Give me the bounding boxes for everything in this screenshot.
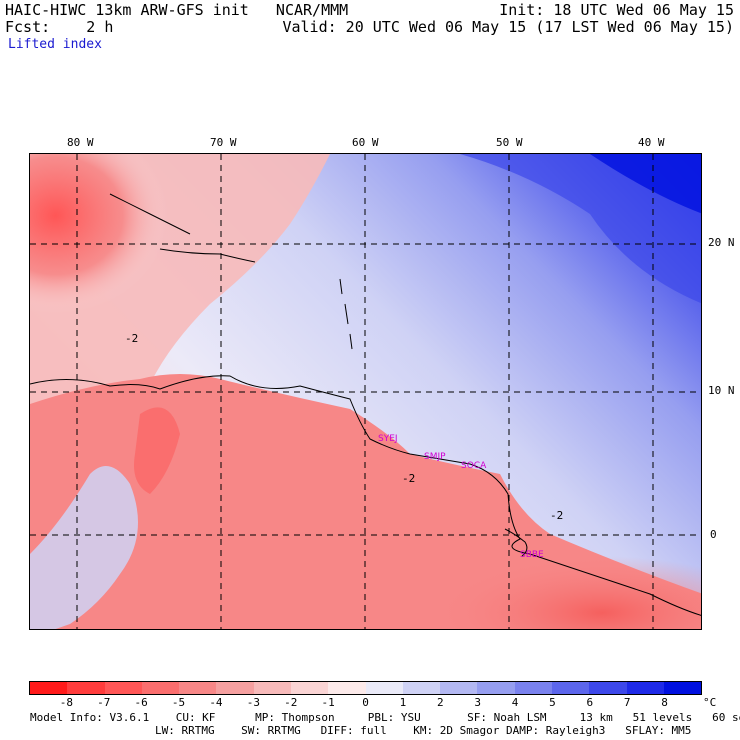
colorbar-swatch (626, 682, 664, 694)
model-info-line2: LW: RRTMG SW: RRTMG DIFF: full KM: 2D Sm… (155, 724, 692, 737)
lifted-index-map: -2 -2 -2 SYEJ SMJP SOCA SBBE (29, 153, 702, 630)
model-info-line1: Model Info: V3.6.1 CU: KF MP: Thompson P… (30, 711, 740, 724)
lon-label-60w: 60 W (352, 136, 379, 149)
colorbar-tick-label: 2 (436, 696, 444, 709)
lon-label-40w: 40 W (638, 136, 665, 149)
field-name: Lifted index (8, 37, 102, 52)
andes-unstable-cell (134, 407, 180, 494)
colorbar-swatch (290, 682, 329, 694)
colorbar-swatch (179, 682, 217, 694)
colorbar-swatch (663, 682, 702, 694)
colorbar-swatch (253, 682, 291, 694)
colorbar-tick-label: -3 (246, 696, 260, 709)
colorbar-swatch (440, 682, 478, 694)
colorbar-swatch (477, 682, 515, 694)
colorbar-tick-label: 8 (661, 696, 668, 709)
colorbar-tick-label: -6 (134, 696, 148, 709)
model-title: HAIC-HIWC 13km ARW-GFS init NCAR/MMM (5, 1, 349, 19)
colorbar-swatch (328, 682, 366, 694)
colorbar-labels: -8 -7 -6 -5 -4 -3 -2 -1 0 1 2 3 4 5 6 7 8 (0, 696, 740, 710)
colorbar-tick-label: -5 (171, 696, 186, 709)
colorbar-tick-label: 7 (623, 696, 631, 709)
station-label: SMJP (424, 452, 446, 462)
colorbar-swatch (514, 682, 552, 694)
colorbar-swatch (141, 682, 180, 694)
strong-stable-region (590, 154, 701, 214)
graticule (30, 154, 701, 629)
lat-label-20n: 20 N (708, 236, 735, 249)
colorbar-tick-label: -1 (321, 696, 335, 709)
colorbar-swatch (589, 682, 627, 694)
valid-time: Valid: 20 UTC Wed 06 May 15 (17 LST Wed … (282, 18, 734, 36)
forecast-hour: Fcst: 2 h (5, 18, 114, 36)
lon-label-70w: 70 W (210, 136, 237, 149)
colorbar-swatch (216, 682, 254, 694)
colorbar-swatch (67, 682, 105, 694)
init-time: Init: 18 UTC Wed 06 May 15 (499, 1, 734, 19)
colorbar-swatch (402, 682, 441, 694)
lat-label-10n: 10 N (708, 384, 735, 397)
andes-stable-strip (30, 466, 138, 629)
colorbar-swatch (30, 682, 68, 694)
colorbar-tick-label: 4 (511, 696, 519, 709)
colorbar-swatch (551, 682, 590, 694)
colorbar-tick-label: 0 (362, 696, 369, 709)
map-canvas (30, 154, 701, 629)
colorbar-tick-label: 5 (549, 696, 556, 709)
contour-label: -2 (550, 509, 564, 522)
colorbar-tick-label: -4 (209, 696, 223, 709)
station-label: SOCA (461, 461, 487, 471)
coastlines (30, 193, 701, 616)
contour-label: -2 (125, 332, 139, 345)
colorbar-tick-label: 1 (399, 696, 407, 709)
lat-label-equator: 0 (710, 528, 717, 541)
colorbar-tick-label: -2 (284, 696, 298, 709)
deep-blue-region (460, 154, 701, 304)
station-label: SBBE (520, 550, 544, 560)
colorbar-tick-label: 3 (474, 696, 481, 709)
colorbar-swatch (365, 682, 403, 694)
colorbar-tick-label: 6 (586, 696, 594, 709)
lon-label-80w: 80 W (67, 136, 94, 149)
station-label: SYEJ (378, 434, 398, 444)
colorbar-tick-label: -8 (59, 696, 73, 709)
lon-label-50w: 50 W (496, 136, 523, 149)
colorbar-swatch (104, 682, 142, 694)
contour-label: -2 (402, 472, 416, 485)
colorbar-tick-label: -7 (97, 696, 111, 709)
colorbar-unit: °C (703, 696, 717, 709)
colorbar (29, 681, 702, 695)
